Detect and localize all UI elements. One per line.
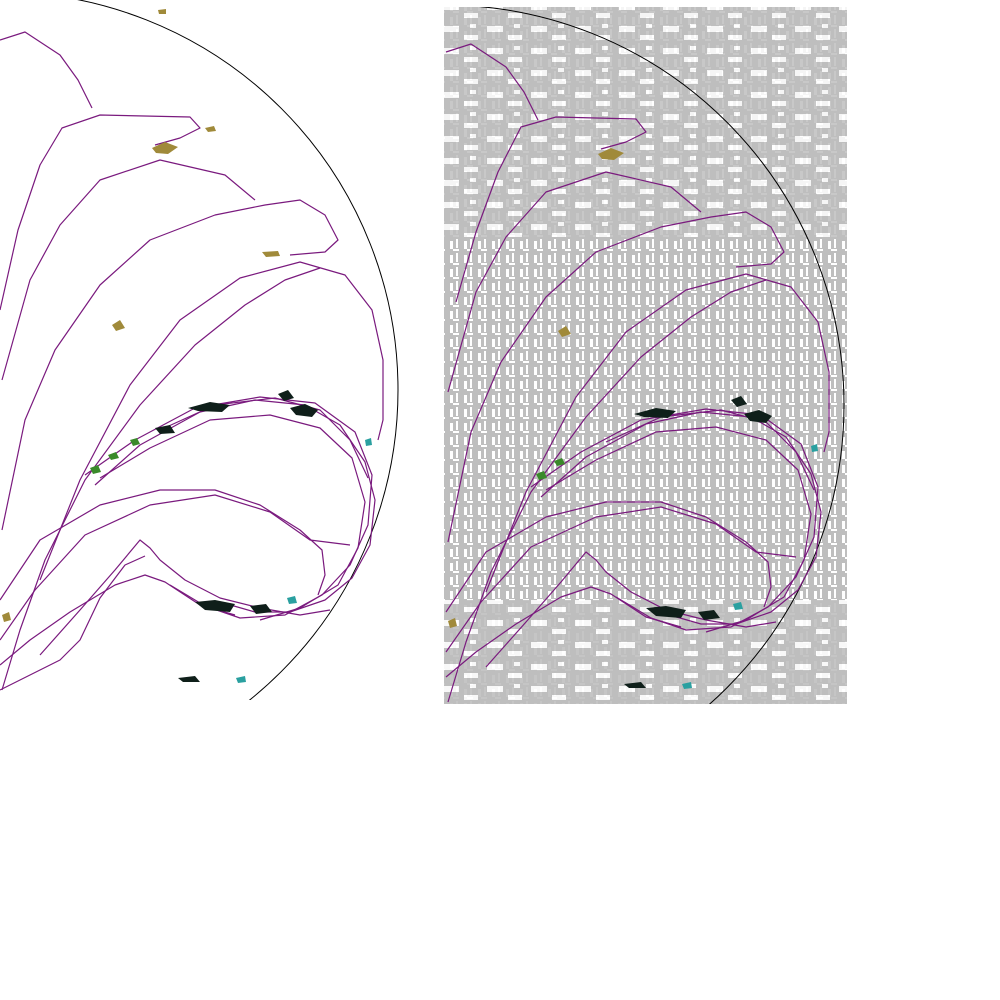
right-track-group [445, 43, 830, 703]
track-line [0, 494, 351, 641]
dark-blob [178, 676, 200, 682]
track-line [485, 273, 830, 593]
dark-blob [278, 390, 294, 401]
texture-top-band [444, 7, 847, 237]
track-line [0, 574, 236, 666]
cyan-blob [682, 682, 692, 689]
left-boundary-circle [76, 0, 399, 700]
dark-blob [188, 402, 230, 412]
dark-blob [155, 425, 175, 434]
dark-blob [731, 396, 747, 407]
track-line [0, 489, 326, 601]
olive-blob [112, 320, 125, 331]
track-line [0, 555, 146, 691]
olive-blob [262, 251, 280, 257]
olive-blob [598, 148, 624, 160]
dark-blob [646, 606, 686, 618]
track-line [1, 199, 339, 531]
cyan-blob [733, 602, 743, 610]
right-blob-group [448, 148, 818, 689]
dark-blob [634, 408, 676, 418]
right-boundary-circle [477, 7, 845, 704]
track-line [39, 261, 384, 581]
track-line [39, 539, 331, 656]
track-line [1, 159, 256, 381]
dark-blob [698, 610, 720, 620]
green-blob [554, 458, 565, 466]
track-line [447, 171, 702, 393]
cyan-blob [811, 444, 818, 452]
track-line [540, 411, 822, 625]
dark-blob [290, 404, 318, 417]
texture-bottom-band [444, 600, 847, 704]
track-line [530, 408, 819, 631]
track-line [1, 267, 321, 691]
olive-blob [158, 9, 166, 14]
track-line [94, 399, 376, 613]
cyan-blob [236, 676, 246, 683]
track-line [447, 211, 785, 543]
track-line [445, 506, 797, 653]
dark-blob [195, 600, 235, 612]
track-line [445, 43, 539, 121]
track-line [447, 279, 767, 703]
olive-blob [2, 612, 11, 622]
olive-blob [205, 126, 216, 132]
left-blob-group [2, 9, 372, 683]
dark-blob [744, 410, 772, 423]
green-blob [108, 452, 119, 460]
green-blob [130, 438, 140, 446]
olive-blob [558, 326, 571, 337]
olive-blob [448, 618, 457, 628]
track-line [445, 501, 772, 613]
track-line [605, 409, 815, 491]
track-line [545, 426, 812, 633]
cyan-blob [365, 438, 372, 446]
track-line [455, 116, 647, 303]
cyan-blob [287, 596, 297, 604]
right-panel [444, 7, 847, 704]
dark-blob [250, 604, 272, 614]
olive-blob [152, 142, 178, 154]
track-line [0, 31, 93, 109]
track-line [84, 396, 373, 619]
track-line [485, 551, 777, 668]
green-blob [536, 471, 547, 480]
track-line [0, 114, 201, 311]
track-line [99, 414, 366, 621]
dark-blob [624, 682, 646, 688]
left-panel [0, 0, 399, 700]
left-track-group [0, 31, 384, 691]
track-line [445, 586, 682, 678]
green-blob [90, 465, 101, 474]
